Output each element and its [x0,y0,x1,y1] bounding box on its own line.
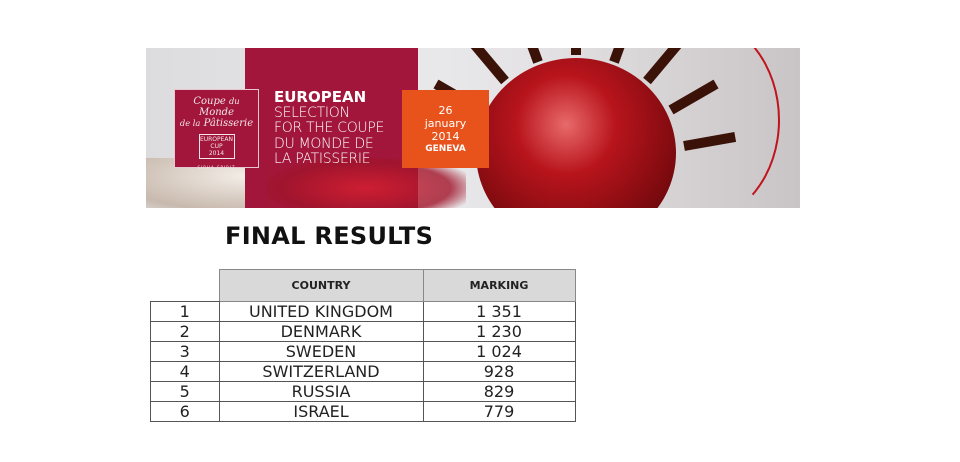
coupe-du-monde-logo: Coupe du Monde de la Pâtisserie EUROPEAN C… [174,89,259,170]
banner-title: EUROPEAN SELECTION FOR THE COUPE DU MOND… [274,88,385,167]
country-cell: UNITED KINGDOM [218,301,424,322]
date-day: 26 [438,104,453,117]
table-row: 2 DENMARK 1 230 [150,321,576,342]
rank-cell: 1 [150,301,220,322]
date-city: GENEVA [425,144,466,154]
table-row: 5 RUSSIA 829 [150,381,576,402]
marking-cell: 1 230 [422,321,576,342]
country-cell: SWITZERLAND [218,361,424,382]
rank-cell: 4 [150,361,220,382]
chocolate-spike [468,48,510,84]
country-cell: SWEDEN [218,341,424,362]
page-title: FINAL RESULTS [225,222,434,250]
marking-cell: 1 351 [422,301,576,322]
table-row: 1 UNITED KINGDOM 1 351 [150,301,576,322]
event-date-box: 26 january 2014 GENEVA [402,90,489,168]
country-cell: RUSSIA [218,381,424,402]
sugar-ring [616,48,780,208]
country-cell: ISRAEL [218,401,424,422]
rank-cell: 6 [150,401,220,422]
marking-cell: 928 [422,361,576,382]
event-banner: Coupe du Monde de la Pâtisserie EUROPEAN C… [146,48,800,208]
date-month: january [424,117,467,130]
marking-cell: 829 [422,381,576,402]
results-table: COUNTRY MARKING 1 UNITED KINGDOM 1 351 2 DEN… [150,269,576,422]
chocolate-spike [515,48,544,64]
table-row: 4 SWITZERLAND 928 [150,361,576,382]
date-year: 2014 [431,130,460,143]
marking-cell: 779 [422,401,576,422]
header-rank [150,269,219,302]
table-row: 6 ISRAEL 779 [150,401,576,422]
chocolate-spike [571,48,581,55]
header-marking: MARKING [422,269,576,302]
rank-cell: 3 [150,341,220,362]
marking-cell: 1 024 [422,341,576,362]
table-row: 3 SWEDEN 1 024 [150,341,576,362]
rank-cell: 5 [150,381,220,402]
country-cell: DENMARK [218,321,424,342]
table-header-row: COUNTRY MARKING [150,269,576,302]
rank-cell: 2 [150,321,220,342]
header-country: COUNTRY [218,269,424,302]
